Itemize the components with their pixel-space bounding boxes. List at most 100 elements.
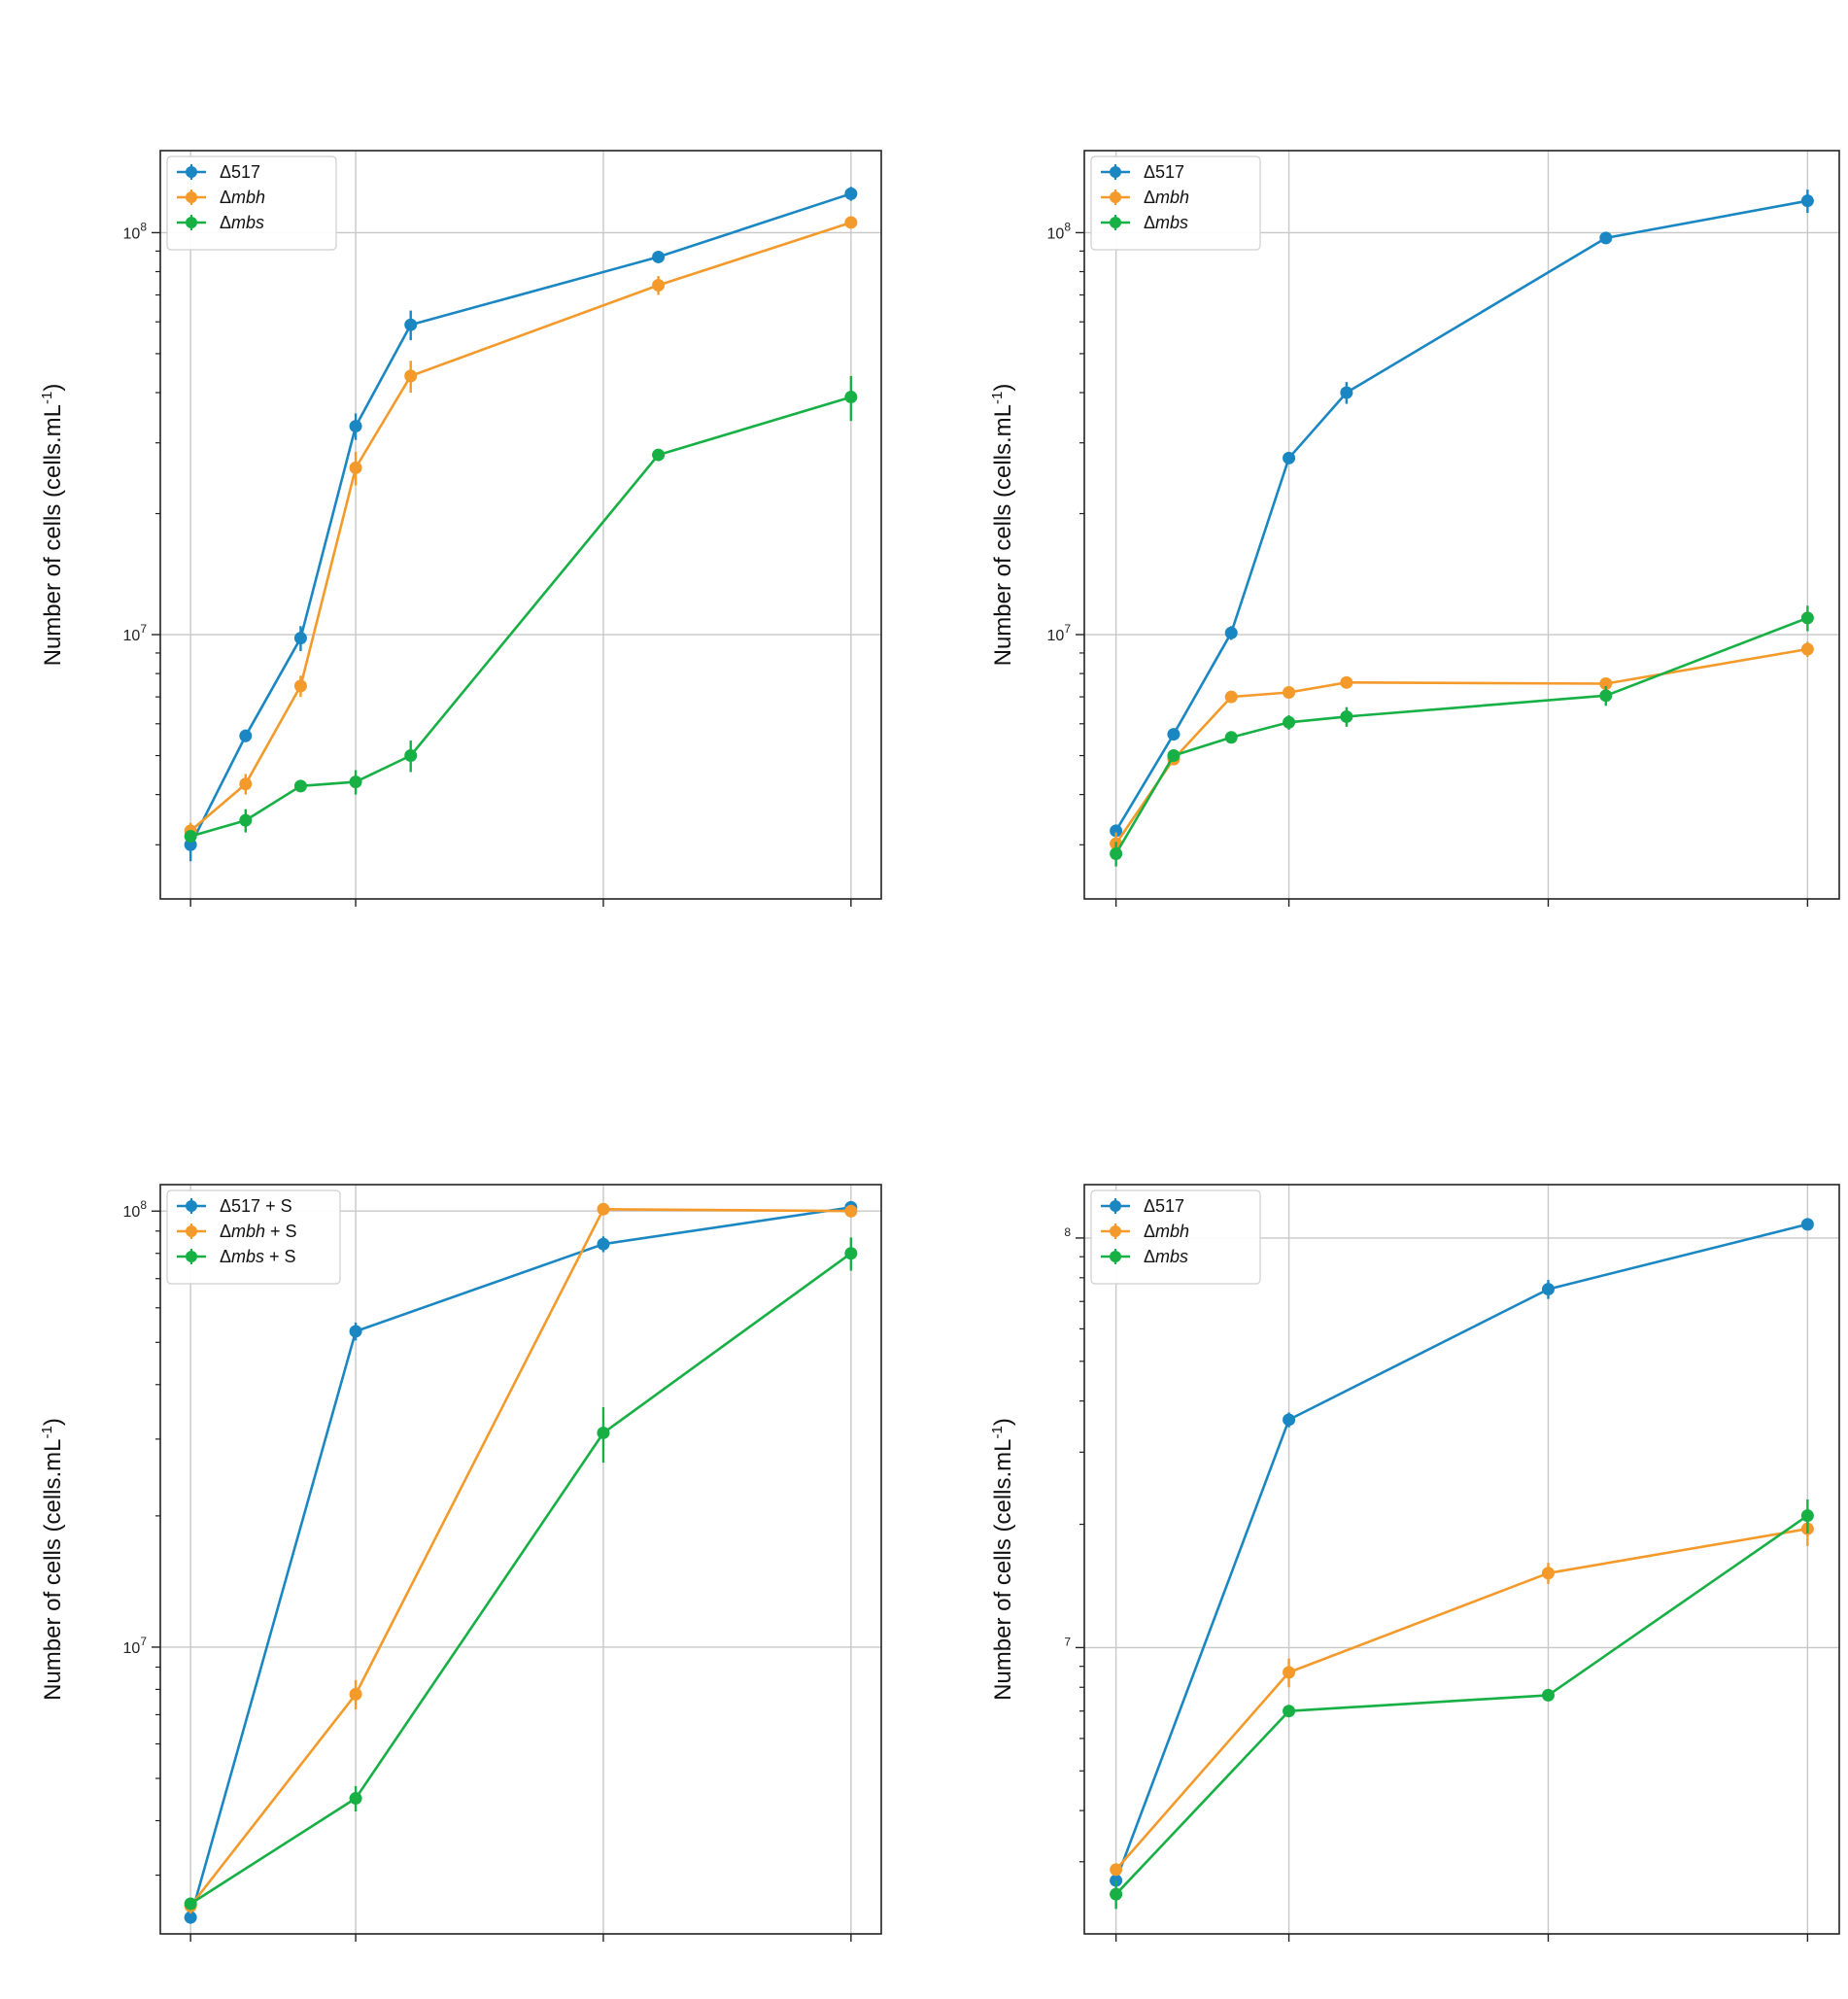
series-517 xyxy=(184,187,858,862)
data-point xyxy=(184,1911,197,1924)
legend-item: Δmbs + S xyxy=(177,1247,296,1266)
legend-marker xyxy=(186,217,197,228)
legend-marker xyxy=(1110,1225,1121,1237)
series-517 xyxy=(1110,190,1814,838)
legend-marker xyxy=(186,1200,197,1212)
legend-marker xyxy=(1110,166,1121,178)
series-mbh xyxy=(1110,1513,1814,1877)
data-point xyxy=(404,369,418,383)
data-point xyxy=(1541,1283,1555,1296)
series-mbs xyxy=(1110,1499,1814,1910)
legend-item: Δmbh xyxy=(177,188,265,207)
series-line xyxy=(189,396,852,838)
legend-marker xyxy=(186,166,197,178)
legend-item: Δ517 xyxy=(1101,1196,1184,1216)
data-point xyxy=(1800,1509,1814,1523)
series-mbh xyxy=(184,1202,858,1914)
panel-a: 107 108 Number of cells (cells.mL-1) Δ517 Δm… xyxy=(39,150,882,907)
data-point xyxy=(1340,709,1353,723)
data-point xyxy=(293,679,307,693)
legend-label: Δ517 xyxy=(1144,1196,1184,1216)
legend: Δ517 Δmbh Δmbs xyxy=(1090,1189,1261,1285)
data-point xyxy=(652,448,666,462)
series-line xyxy=(189,1252,852,1906)
data-point xyxy=(239,813,253,827)
legend-label: Δmbs xyxy=(1144,213,1188,232)
legend-label: Δmbh xyxy=(220,188,265,207)
y-axis-label: Number of cells (cells.mL-1) xyxy=(39,384,66,667)
data-point xyxy=(597,1426,610,1439)
series-517 xyxy=(184,1200,858,1924)
y-axis-label: Number of cells (cells.mL-1) xyxy=(989,1418,1016,1701)
panel-c: 107 108 Number of cells (cells.mL-1) Δ517 +… xyxy=(39,1184,882,1942)
data-point xyxy=(597,1237,610,1251)
data-point xyxy=(349,1792,362,1806)
legend-marker xyxy=(1110,1200,1121,1212)
series-line xyxy=(1114,199,1808,832)
series-mbs xyxy=(184,1237,858,1911)
y-tick-label: 108 xyxy=(123,220,148,242)
data-point xyxy=(1110,1863,1123,1877)
legend-marker xyxy=(186,1225,197,1237)
legend-label: Δmbs + S xyxy=(220,1247,296,1266)
y-tick-label: 108 xyxy=(123,1198,148,1221)
data-point xyxy=(293,779,307,793)
plot-frame xyxy=(159,150,882,900)
series-line xyxy=(188,1206,851,1918)
panel-d: 7 8 Number of cells (cells.mL-1) Δ517 Δmbh Δm… xyxy=(989,1184,1840,1942)
data-point xyxy=(349,461,362,474)
legend-item: Δmbs xyxy=(1101,1247,1188,1266)
legend: Δ517 Δmbh Δmbs xyxy=(166,155,337,251)
legend-label: Δmbh xyxy=(1144,1222,1189,1241)
series-mbs xyxy=(1110,605,1814,867)
legend-label: Δ517 xyxy=(220,162,260,182)
legend-item: Δmbs xyxy=(1101,213,1188,232)
data-point xyxy=(349,1325,362,1338)
data-point xyxy=(349,1687,362,1701)
data-point xyxy=(1800,611,1814,625)
legend-item: Δmbh + S xyxy=(177,1222,297,1241)
data-point xyxy=(1283,686,1296,700)
data-point xyxy=(349,775,362,789)
legend: Δ517 + S Δmbh + S Δmbs + S xyxy=(166,1189,341,1285)
data-point xyxy=(652,279,666,293)
legend-label: Δmbh xyxy=(1144,188,1189,207)
legend-marker xyxy=(186,1251,197,1262)
legend: Δ517 Δmbh Δmbs xyxy=(1090,155,1261,251)
data-point xyxy=(844,1204,858,1218)
legend-label: Δmbs xyxy=(1144,1247,1188,1266)
data-point xyxy=(1167,728,1181,741)
series-517 xyxy=(1110,1218,1814,1887)
y-tick-label: 107 xyxy=(123,622,148,644)
legend-item: Δ517 xyxy=(1101,162,1184,182)
legend-label: Δ517 xyxy=(1144,162,1184,182)
data-point xyxy=(1340,386,1353,399)
data-point xyxy=(1224,731,1238,744)
legend-marker xyxy=(1110,217,1121,228)
data-point xyxy=(1599,677,1613,691)
data-point xyxy=(239,777,253,791)
legend-item: Δ517 xyxy=(177,162,260,182)
series-line xyxy=(189,1208,851,1907)
y-axis-label: Number of cells (cells.mL-1) xyxy=(989,384,1016,667)
series-line xyxy=(189,192,852,845)
data-point xyxy=(349,420,362,433)
data-point xyxy=(1800,642,1814,656)
series-line xyxy=(1114,647,1808,844)
data-point xyxy=(1800,1218,1814,1231)
data-point xyxy=(597,1202,610,1216)
data-point xyxy=(652,250,666,263)
data-point xyxy=(1800,194,1814,208)
plot-frame xyxy=(159,1184,882,1935)
legend-item: Δmbh xyxy=(1101,1222,1189,1241)
series-line xyxy=(1114,1514,1809,1896)
data-point xyxy=(1599,231,1613,245)
data-point xyxy=(1599,689,1613,703)
data-point xyxy=(184,1897,197,1911)
legend-box xyxy=(166,1189,341,1285)
y-tick-label: 107 xyxy=(1047,622,1072,644)
data-point xyxy=(239,729,253,742)
legend-label: Δ517 + S xyxy=(220,1196,292,1216)
panel-b: 107 108 Number of cells (cells.mL-1) Δ517 Δm… xyxy=(989,150,1840,907)
